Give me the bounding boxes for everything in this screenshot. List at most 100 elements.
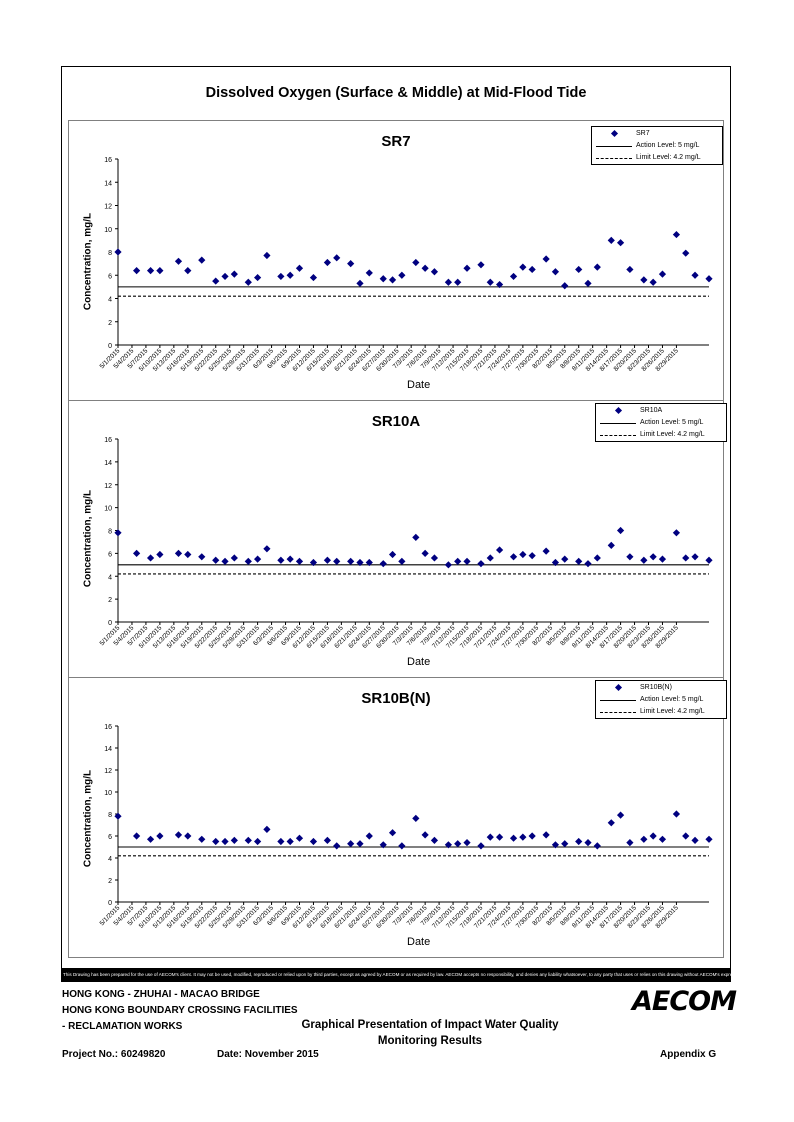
data-point bbox=[682, 249, 690, 257]
data-point bbox=[607, 819, 615, 827]
data-point bbox=[263, 251, 271, 260]
data-point bbox=[333, 842, 341, 850]
data-point bbox=[421, 831, 429, 839]
data-point bbox=[244, 278, 252, 286]
data-point bbox=[584, 560, 592, 568]
data-point bbox=[477, 842, 485, 850]
data-point bbox=[174, 831, 183, 839]
data-point bbox=[561, 282, 569, 290]
data-point bbox=[323, 258, 332, 267]
data-point bbox=[649, 553, 657, 561]
y-tick-label: 2 bbox=[108, 320, 112, 327]
y-tick-label: 8 bbox=[108, 529, 112, 536]
aecom-logo: AECOM bbox=[632, 986, 737, 1017]
data-point bbox=[323, 556, 332, 564]
data-point bbox=[528, 265, 536, 274]
data-point bbox=[412, 814, 420, 822]
legend-dashed-line-icon bbox=[596, 158, 632, 159]
data-point bbox=[412, 258, 420, 267]
data-point bbox=[430, 268, 439, 276]
y-tick-label: 6 bbox=[108, 273, 112, 280]
data-point bbox=[616, 811, 625, 819]
data-point bbox=[212, 556, 220, 564]
data-point bbox=[682, 554, 690, 562]
data-point bbox=[584, 839, 592, 847]
y-tick-label: 12 bbox=[104, 483, 112, 490]
data-point bbox=[691, 553, 699, 561]
data-point bbox=[133, 832, 141, 840]
legend-series-label: SR7 bbox=[636, 130, 650, 137]
data-point bbox=[672, 230, 681, 239]
data-point bbox=[365, 269, 373, 277]
legend-series-label: SR10A bbox=[640, 407, 663, 414]
data-point bbox=[379, 560, 387, 568]
legend-limit-label: Limit Level: 4.2 mg/L bbox=[640, 431, 705, 438]
data-point bbox=[398, 557, 406, 565]
document-title-line-2: Monitoring Results bbox=[377, 1035, 483, 1047]
data-point bbox=[454, 557, 462, 565]
chart-legend: SR10A Action Level: 5 mg/L Limit Level: … bbox=[595, 403, 727, 442]
legend-solid-line-icon bbox=[600, 423, 636, 424]
legend-dashed-line-icon bbox=[600, 712, 636, 713]
x-axis-label: Date bbox=[407, 379, 431, 391]
data-point bbox=[519, 550, 527, 559]
data-point bbox=[682, 832, 690, 840]
data-point bbox=[184, 832, 192, 840]
data-point bbox=[230, 836, 238, 844]
legend-limit-label: Limit Level: 4.2 mg/L bbox=[640, 708, 705, 715]
y-tick-label: 14 bbox=[104, 746, 112, 753]
data-point bbox=[230, 554, 238, 562]
data-point bbox=[295, 557, 304, 565]
data-point bbox=[309, 273, 318, 282]
data-point bbox=[230, 270, 238, 278]
data-point bbox=[561, 555, 569, 563]
y-tick-label: 12 bbox=[104, 204, 112, 211]
data-point bbox=[593, 263, 601, 271]
data-point bbox=[444, 561, 453, 569]
data-point bbox=[333, 254, 341, 262]
data-point bbox=[286, 555, 294, 563]
y-tick-label: 4 bbox=[108, 856, 112, 863]
disclaimer-bar: This Drawing has been prepared for the u… bbox=[61, 968, 731, 982]
y-tick-label: 14 bbox=[104, 180, 112, 187]
data-point bbox=[174, 257, 183, 265]
data-point bbox=[463, 264, 471, 272]
data-point bbox=[412, 533, 420, 541]
document-title-line-1: Graphical Presentation of Impact Water Q… bbox=[301, 1019, 559, 1031]
y-tick-label: 0 bbox=[108, 620, 112, 627]
data-point bbox=[244, 557, 252, 565]
data-point bbox=[509, 272, 518, 281]
data-point bbox=[323, 836, 332, 844]
y-tick-label: 6 bbox=[108, 551, 112, 558]
legend-solid-line-icon bbox=[596, 146, 632, 147]
data-point bbox=[254, 555, 262, 563]
data-point bbox=[295, 264, 304, 272]
y-tick-label: 4 bbox=[108, 297, 112, 304]
data-point bbox=[575, 557, 583, 565]
data-point bbox=[156, 267, 164, 275]
data-point bbox=[421, 549, 429, 557]
data-point bbox=[495, 833, 504, 841]
data-point bbox=[486, 278, 494, 286]
chart-panel-sr7: 0 2 4 6 8 10 12 14 16 5/1/2015 5/4/2015 5/7/2015 5/1… bbox=[68, 120, 724, 401]
chart-panel-sr10a: 0 2 4 6 8 10 12 14 16 5/1/2015 5/4/2015 5/7/2015 5/1… bbox=[68, 400, 727, 678]
data-point bbox=[495, 546, 504, 554]
data-point bbox=[347, 260, 355, 268]
data-point bbox=[254, 273, 262, 282]
data-point bbox=[509, 834, 518, 842]
data-point bbox=[626, 265, 634, 274]
y-axis-label: Concentration, mg/L bbox=[82, 489, 94, 588]
y-tick-label: 4 bbox=[108, 574, 112, 581]
chart-legend: SR7 Action Level: 5 mg/L Limit Level: 4.… bbox=[591, 126, 723, 165]
appendix-label: Appendix G bbox=[660, 1049, 717, 1060]
y-tick-label: 6 bbox=[108, 834, 112, 841]
data-point bbox=[221, 557, 229, 565]
data-point bbox=[649, 278, 657, 286]
legend-action-label: Action Level: 5 mg/L bbox=[640, 419, 704, 426]
legend-solid-line-icon bbox=[600, 700, 636, 701]
data-point bbox=[347, 840, 355, 848]
y-tick-label: 16 bbox=[104, 437, 112, 444]
chart-legend: SR10B(N) Action Level: 5 mg/L Limit Leve… bbox=[595, 680, 727, 719]
data-point bbox=[672, 529, 681, 537]
data-point bbox=[691, 836, 699, 844]
